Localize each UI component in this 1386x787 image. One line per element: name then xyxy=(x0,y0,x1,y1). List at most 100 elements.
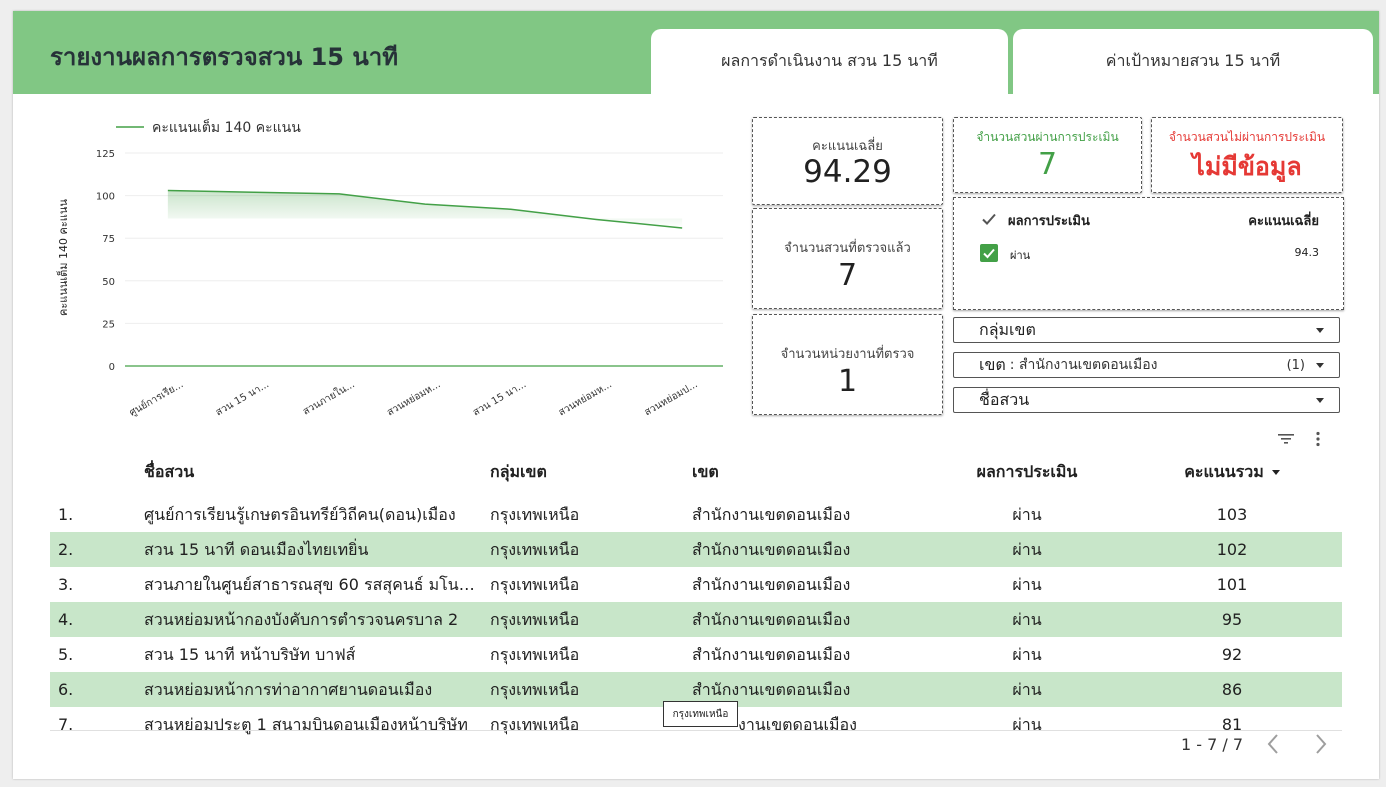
kpi-inspected-parks: จำนวนสวนที่ตรวจแล้ว 7 xyxy=(752,208,943,309)
data-point[interactable] xyxy=(680,226,684,230)
cell-district-group: กรุงเทพเหนือ xyxy=(490,610,580,629)
row-checkbox-pass[interactable] xyxy=(980,244,998,262)
header-total-score[interactable]: คะแนนรวม xyxy=(1162,454,1302,489)
cell-district: สำนักงานเขตดอนเมือง xyxy=(692,645,851,664)
result-summary-table: ผลการประเมิน คะแนนเฉลี่ย ผ่าน 94.3 xyxy=(953,197,1344,310)
filter-park-name[interactable]: ชื่อสวน xyxy=(953,387,1340,413)
cell-district-group: กรุงเทพเหนือ xyxy=(490,575,580,594)
data-point[interactable] xyxy=(423,202,427,206)
kpi-inspected-units: จำนวนหน่วยงานที่ตรวจ 1 xyxy=(752,314,943,415)
row-index: 6. xyxy=(58,680,74,699)
tab-performance[interactable]: ผลการดำเนินงาน สวน 15 นาที xyxy=(651,29,1008,94)
x-tick-label: สวน 15 นา... xyxy=(214,379,271,418)
cell-district: สำนักงานเขตดอนเมือง xyxy=(692,540,851,559)
chevron-down-icon xyxy=(1316,363,1324,368)
kpi-average-value: 94.29 xyxy=(803,154,892,190)
cell-total-score: 101 xyxy=(1216,575,1248,594)
select-all-checkbox[interactable] xyxy=(980,210,998,232)
row-index: 5. xyxy=(58,645,74,664)
filter-list-icon[interactable] xyxy=(1278,431,1294,450)
data-point[interactable] xyxy=(594,217,598,221)
x-tick-label: สวนหย่อมป... xyxy=(643,379,700,418)
header-park-name[interactable]: ชื่อสวน xyxy=(144,462,195,481)
data-point[interactable] xyxy=(252,190,256,194)
filter-district[interactable]: เขต : สำนักงานเขตดอนเมือง (1) xyxy=(953,352,1340,378)
y-tick-label: 125 xyxy=(96,149,115,160)
kpi-units-label: จำนวนหน่วยงานที่ตรวจ xyxy=(780,347,915,362)
kpi-passed: จำนวนสวนผ่านการประเมิน 7 xyxy=(953,117,1142,193)
data-point[interactable] xyxy=(509,207,513,211)
tab-targets[interactable]: ค่าเป้าหมายสวน 15 นาที xyxy=(1013,29,1373,94)
cell-district: สำนักงานเขตดอนเมือง xyxy=(692,505,851,524)
kpi-inspected-value: 7 xyxy=(837,258,858,293)
row-index: 2. xyxy=(58,540,74,559)
kpi-failed: จำนวนสวนไม่ผ่านการประเมิน ไม่มีข้อมูล xyxy=(1151,117,1343,193)
cell-result: ผ่าน xyxy=(1012,505,1042,524)
summary-col-average: คะแนนเฉลี่ย xyxy=(1248,214,1319,229)
x-tick-label: สวนหย่อมห... xyxy=(385,379,442,418)
table-row[interactable]: 5. สวน 15 นาที หน้าบริษัท บาฟส์ กรุงเทพเหน… xyxy=(50,637,1342,672)
table-row[interactable]: 4. สวนหย่อมหน้ากองบังคับการตำรวจนครบาล 2 ก… xyxy=(50,602,1342,637)
cell-district-group: กรุงเทพเหนือ xyxy=(490,645,580,664)
x-tick-label: สวนหย่อมห... xyxy=(557,379,614,418)
summary-col-result: ผลการประเมิน xyxy=(1008,214,1090,229)
table-row[interactable]: 3. สวนภายในศูนย์สาธารณสุข 60 รสสุคนธ์ มโน… xyxy=(50,567,1342,602)
filter-district-count: (1) xyxy=(1286,357,1305,373)
checkmark-icon xyxy=(983,248,995,259)
cell-result: ผ่าน xyxy=(1012,715,1042,734)
y-tick-label: 75 xyxy=(102,234,115,245)
kpi-passed-value: 7 xyxy=(1037,147,1058,182)
y-tick-label: 0 xyxy=(109,362,115,373)
chevron-down-icon xyxy=(1316,328,1324,333)
row-index: 4. xyxy=(58,610,74,629)
x-tick-label: ศูนย์การเรีย... xyxy=(127,378,185,419)
header-result[interactable]: ผลการประเมิน xyxy=(976,462,1078,481)
cell-district-group: กรุงเทพเหนือ xyxy=(490,715,580,734)
more-vert-icon[interactable] xyxy=(1315,431,1321,451)
table-row[interactable]: 1. ศูนย์การเรียนรู้เกษตรอินทรีย์วิถีคน(ดอ… xyxy=(50,497,1342,532)
cell-result: ผ่าน xyxy=(1012,645,1042,664)
header-band: รายงานผลการตรวจสวน 15 นาที ผลการดำเนินงา… xyxy=(13,11,1379,94)
row-index: 7. xyxy=(58,715,74,734)
header-district[interactable]: เขต xyxy=(692,462,719,481)
prev-page-icon[interactable] xyxy=(1266,733,1280,759)
x-tick-label: สวนภายใน... xyxy=(301,378,357,417)
cell-park-name: สวน 15 นาที หน้าบริษัท บาฟส์ xyxy=(144,645,356,664)
x-tick-label: สวน 15 นา... xyxy=(471,379,528,418)
series-area xyxy=(167,190,683,228)
cell-park-name: สวนหย่อมหน้าการท่าอากาศยานดอนเมือง xyxy=(144,680,433,699)
filter-park-label: ชื่อสวน xyxy=(979,389,1030,409)
cell-total-score: 86 xyxy=(1221,680,1243,699)
cell-total-score: 103 xyxy=(1216,505,1248,524)
cell-total-score: 95 xyxy=(1221,610,1243,629)
table-row[interactable]: 2. สวน 15 นาที ดอนเมืองไทยเทยิ่น กรุงเทพเห… xyxy=(50,532,1342,567)
header-total-score-label: คะแนนรวม xyxy=(1184,462,1264,481)
cell-district: สำนักงานเขตดอนเมือง xyxy=(692,610,851,629)
filter-district-group[interactable]: กลุ่มเขต xyxy=(953,317,1340,343)
cell-result: ผ่าน xyxy=(1012,610,1042,629)
cell-tooltip: กรุงเทพเหนือ xyxy=(663,701,738,727)
cell-district-group: กรุงเทพเหนือ xyxy=(490,505,580,524)
filter-district-value: : สำนักงานเขตดอนเมือง xyxy=(1009,357,1158,373)
summary-row-average: 94.3 xyxy=(1294,246,1320,259)
report-page: รายงานผลการตรวจสวน 15 นาที ผลการดำเนินงา… xyxy=(13,11,1379,779)
header-district-group[interactable]: กลุ่มเขต xyxy=(490,462,547,481)
row-index: 3. xyxy=(58,575,74,594)
score-chart-svg: คะแนนเต็ม 140 คะแนน คะแนนเต็ม 140 คะแนน … xyxy=(56,118,725,419)
kpi-average-score: คะแนนเฉลี่ย 94.29 xyxy=(752,117,943,205)
data-point[interactable] xyxy=(337,192,341,196)
kpi-failed-value: ไม่มีข้อมูล xyxy=(1192,152,1302,181)
cell-result: ผ่าน xyxy=(1012,540,1042,559)
filter-district-label: เขต xyxy=(979,354,1006,374)
sort-desc-icon[interactable] xyxy=(1271,470,1280,475)
cell-result: ผ่าน xyxy=(1012,680,1042,699)
page-title: รายงานผลการตรวจสวน 15 นาที xyxy=(50,43,399,71)
y-axis-label: คะแนนเต็ม 140 คะแนน xyxy=(56,199,70,316)
kpi-average-label: คะแนนเฉลี่ย xyxy=(812,139,883,154)
next-page-icon[interactable] xyxy=(1314,733,1328,759)
cell-total-score: 92 xyxy=(1221,645,1243,664)
cell-park-name: สวน 15 นาที ดอนเมืองไทยเทยิ่น xyxy=(144,540,369,559)
pagination-label: 1 - 7 / 7 xyxy=(1181,735,1244,754)
data-point[interactable] xyxy=(166,188,170,192)
cell-district-group: กรุงเทพเหนือ xyxy=(490,540,580,559)
